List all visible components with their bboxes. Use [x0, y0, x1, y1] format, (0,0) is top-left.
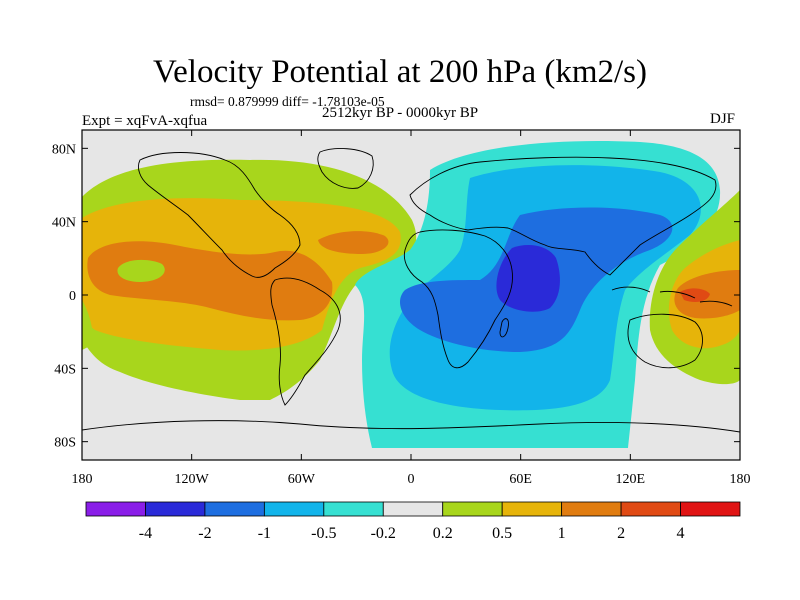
colorbar-label: 2	[617, 525, 625, 542]
lat-label: 80N	[52, 142, 76, 157]
lon-label: 60E	[509, 472, 532, 487]
contour-positive-05-hole	[117, 259, 165, 282]
colorbar-swatch	[204, 501, 265, 517]
lat-label: 80S	[54, 436, 76, 451]
period-label: 2512kyr BP - 0000kyr BP	[322, 105, 479, 121]
coastline-eurasia	[409, 156, 717, 276]
stats-text: rmsd= 0.879999 diff= -1.78103e-05	[190, 94, 385, 109]
latitude-axis: 80N 40N 0 40S 80S	[52, 142, 740, 451]
colorbar-swatch	[145, 501, 206, 517]
colorbar: -4 -2 -1 -0.5 -0.2 0.2 0.5 1 2 4	[85, 501, 741, 542]
lat-label: 40S	[54, 362, 76, 377]
colorbar-label: 1	[558, 525, 566, 542]
colorbar-swatch	[680, 501, 741, 517]
coastline-north-america	[137, 152, 301, 278]
colorbar-swatch	[323, 501, 384, 517]
colorbar-swatch	[442, 501, 503, 517]
lon-label: 0	[408, 472, 415, 487]
contour-negative-2	[496, 245, 560, 312]
colorbar-label: 4	[677, 525, 685, 542]
colorbar-label: -1	[258, 525, 271, 542]
lon-label: 120E	[616, 472, 646, 487]
coastline-antarctica	[82, 420, 740, 433]
colorbar-label: 0.2	[433, 525, 453, 542]
colorbar-swatch	[263, 501, 325, 517]
lon-label: 120W	[175, 472, 210, 487]
coastline-madagascar	[499, 318, 509, 338]
lat-label: 0	[69, 289, 76, 304]
contour-positive-2-pacific	[680, 288, 710, 302]
colorbar-swatch	[501, 501, 563, 517]
coastline-greenland	[317, 148, 374, 189]
colorbar-label: -4	[139, 525, 152, 542]
season-label: DJF	[710, 111, 736, 127]
colorbar-label: -2	[198, 525, 211, 542]
plot-title: Velocity Potential at 200 hPa (km2/s)	[152, 54, 648, 90]
experiment-label: Expt = xqFvA-xqfua	[82, 113, 208, 129]
coastline-africa	[403, 229, 513, 369]
colorbar-swatch	[382, 501, 444, 517]
lat-label: 40N	[52, 216, 76, 231]
colorbar-label: 0.5	[492, 525, 512, 542]
colorbar-label: -0.2	[371, 525, 396, 542]
contour-field	[82, 130, 740, 460]
coastline-indonesia	[611, 286, 733, 307]
colorbar-label: -0.5	[311, 525, 336, 542]
lon-label: 180	[730, 472, 751, 487]
coastline-australia	[627, 313, 703, 369]
colorbar-swatch	[561, 501, 622, 517]
contour-positive-02-pacific-west-edge	[82, 300, 93, 350]
lon-label: 180	[72, 472, 93, 487]
contour-positive-1-atlantic	[318, 231, 389, 254]
longitude-axis: 180 120W 60W 0 60E 120E 180	[72, 130, 751, 487]
lon-label: 60W	[288, 472, 316, 487]
colorbar-swatch	[620, 501, 681, 517]
coastlines	[82, 148, 740, 433]
coastline-south-america	[270, 277, 341, 406]
colorbar-swatch	[85, 501, 146, 517]
